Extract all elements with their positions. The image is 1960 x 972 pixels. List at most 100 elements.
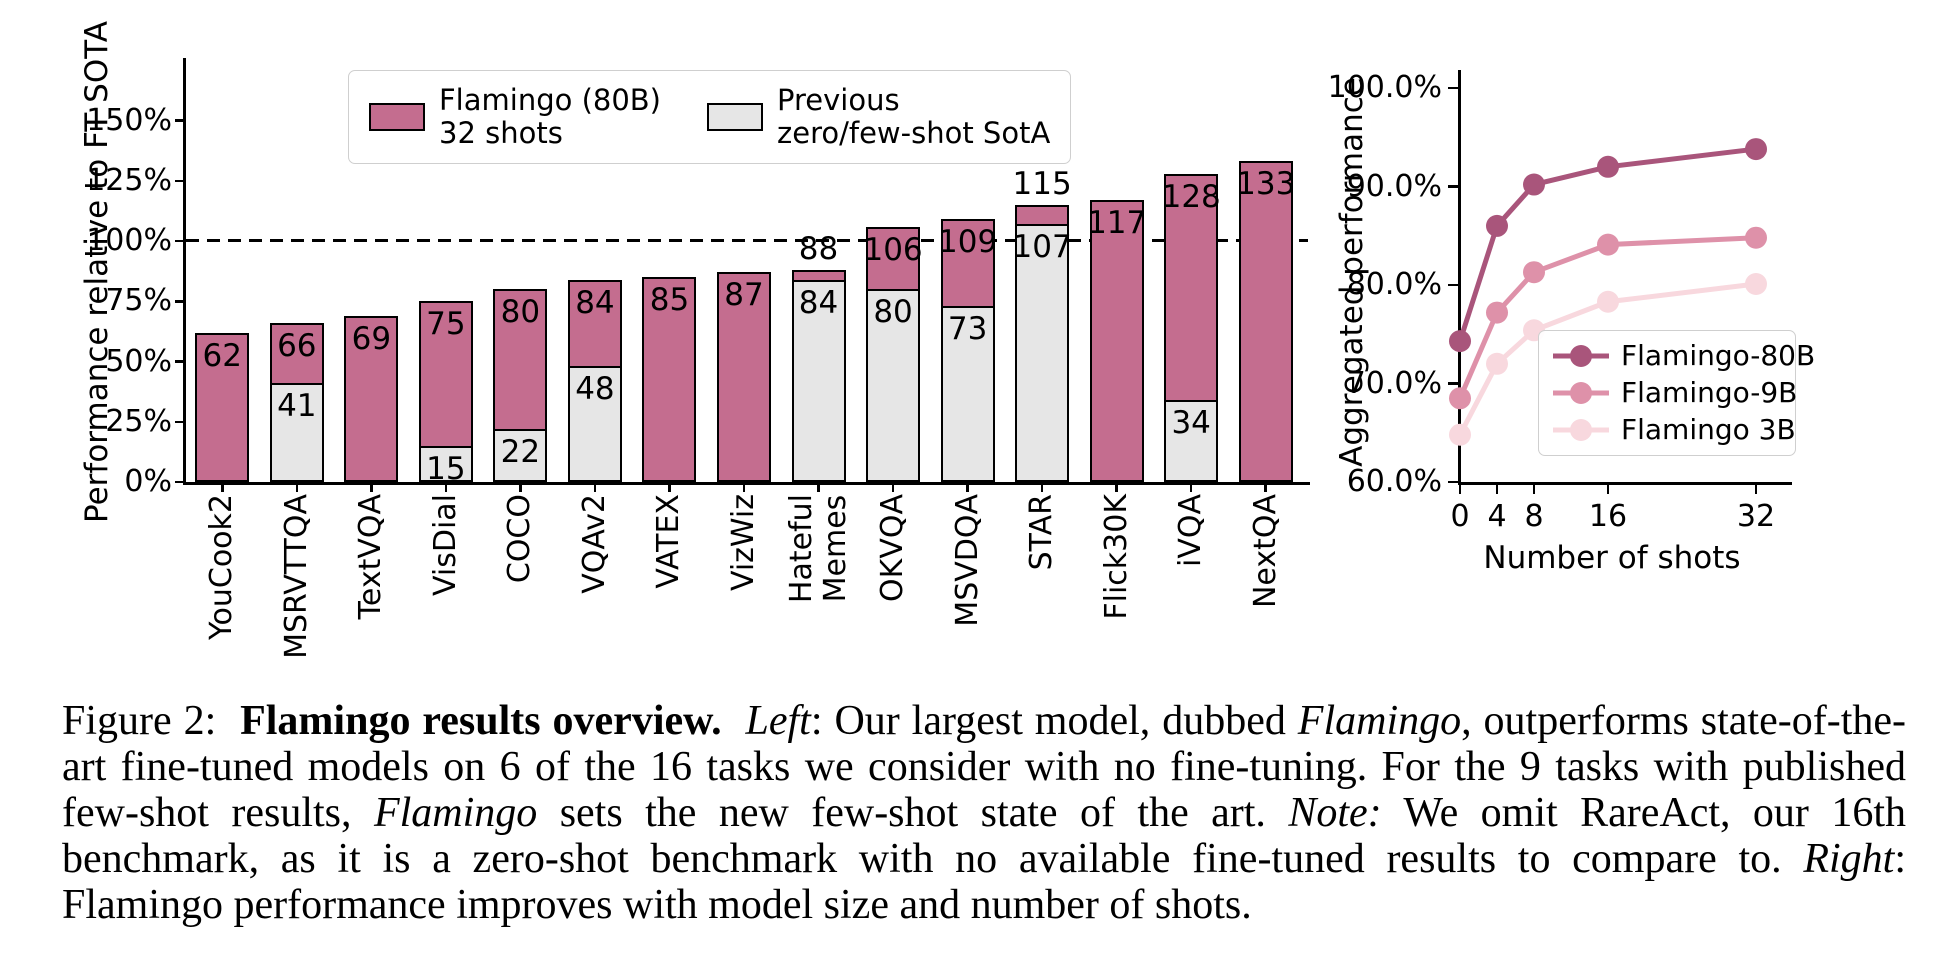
bar-value-label: 84 <box>575 284 615 321</box>
x-tick-mark <box>742 484 746 492</box>
y-tick-mark <box>175 179 183 182</box>
x-tick-label: 4 <box>1487 499 1507 534</box>
caption-segment: Right <box>1803 836 1895 882</box>
legend-item: Flamingo 3B <box>1553 413 1796 446</box>
y-tick-label: 125% <box>86 162 172 198</box>
x-tick-label: 32 <box>1736 499 1776 534</box>
bar-flamingo <box>717 272 771 482</box>
bar-flamingo <box>1089 200 1144 482</box>
caption-segment: sets the new few-shot state of the art. <box>537 790 1289 836</box>
x-tick-mark <box>593 484 597 492</box>
reference-line-100pct <box>186 239 1308 242</box>
x-tick-label-text: MSRVTTQA <box>278 494 314 659</box>
y-tick-label: 25% <box>105 403 172 439</box>
x-tick-label-text: iVQA <box>1173 494 1209 567</box>
sota-value-label: 107 <box>1012 229 1072 266</box>
bar-value-label: 117 <box>1087 205 1147 242</box>
legend-label: Previous zero/few-shot SotA <box>777 83 1051 150</box>
legend-marker <box>1553 345 1609 367</box>
y-tick-mark <box>175 480 183 484</box>
bar-flamingo <box>1238 161 1293 482</box>
x-tick-label: STAR <box>1024 494 1101 570</box>
x-tick-mark <box>1754 484 1758 494</box>
x-tick-mark <box>1532 484 1536 494</box>
x-tick-label-text: VQAv2 <box>576 494 612 594</box>
x-tick-mark <box>966 484 969 492</box>
bar-previous-sota <box>1015 224 1070 482</box>
x-axis-label: Number of shots <box>1483 540 1741 576</box>
bar-flamingo <box>642 277 697 482</box>
x-tick-mark <box>817 484 820 492</box>
caption-segment: Figure 2: <box>62 698 241 744</box>
data-point-marker <box>1449 423 1471 446</box>
line-series-plot <box>1449 138 1767 446</box>
y-axis-line <box>183 58 186 484</box>
bar-previous-sota <box>269 383 324 482</box>
caption-segment: Note: <box>1288 790 1382 836</box>
bar-value-label: 87 <box>724 277 764 314</box>
bar-previous-sota <box>567 366 622 482</box>
legend-label: Flamingo 3B <box>1621 413 1796 446</box>
legend: Flamingo (80B) 32 shots Previous zero/few… <box>348 70 1072 164</box>
x-tick-label-text: VATEX <box>651 494 687 589</box>
data-point-marker <box>1486 301 1508 324</box>
caption-segment <box>722 698 746 744</box>
y-tick-label: 90.0% <box>1346 168 1442 204</box>
y-tick-mark <box>1448 86 1458 90</box>
sota-value-label: 41 <box>277 388 317 425</box>
caption-segment: : Flamingo performance improves with mod… <box>62 836 1906 928</box>
x-tick-mark <box>1264 484 1267 492</box>
data-point-marker <box>1486 214 1508 237</box>
x-tick-mark <box>1115 484 1118 492</box>
bar-value-label: 85 <box>649 282 690 319</box>
x-tick-label: 8 <box>1524 499 1544 534</box>
data-point-marker <box>1523 261 1545 284</box>
x-tick-label-text: COCO <box>502 494 538 584</box>
bar-previous-sota <box>866 289 921 482</box>
bar-value-label: 75 <box>426 306 466 343</box>
y-tick-mark <box>175 119 183 122</box>
caption-segment: Left <box>745 698 811 744</box>
x-tick-mark <box>295 484 299 492</box>
y-tick-label: 150% <box>86 102 172 138</box>
y-tick-label: 50% <box>105 343 172 379</box>
legend-swatch <box>369 103 425 131</box>
sota-value-label: 84 <box>798 284 839 321</box>
bar-value-label: 80 <box>500 294 541 331</box>
x-tick-mark <box>1606 484 1610 494</box>
x-tick-mark <box>891 484 895 492</box>
x-tick-mark <box>370 484 373 492</box>
x-axis-line <box>183 482 1310 485</box>
x-tick-mark <box>519 484 522 492</box>
bar-value-label: 88 <box>798 230 839 267</box>
y-tick-label: 100.0% <box>1327 70 1442 105</box>
legend-swatch <box>707 103 763 131</box>
data-point-marker <box>1486 352 1508 375</box>
data-point-marker <box>1523 173 1545 196</box>
x-tick-label-text: TextVQA <box>353 494 389 620</box>
x-tick-label-text: Hateful Memes <box>783 494 853 604</box>
bar-value-label: 115 <box>1012 165 1072 202</box>
legend-label: Flamingo-80B <box>1621 339 1816 372</box>
y-tick-label: 80.0% <box>1346 267 1442 302</box>
bar-previous-sota <box>418 445 473 482</box>
sota-value-label: 15 <box>426 450 466 487</box>
data-point-marker <box>1597 290 1619 313</box>
y-tick-label: 100% <box>86 223 172 258</box>
bar-value-label: 109 <box>938 224 998 261</box>
bar-previous-sota <box>940 306 995 482</box>
data-point-marker <box>1745 273 1767 296</box>
caption-segment: Flamingo <box>373 790 538 836</box>
x-tick-mark <box>1495 484 1499 494</box>
sota-value-label: 80 <box>873 294 913 331</box>
bar-value-label: 133 <box>1236 166 1296 203</box>
caption-segment: Flamingo results overview. <box>240 698 722 744</box>
legend-item: Flamingo-9B <box>1553 377 1797 409</box>
y-tick-mark <box>175 420 183 423</box>
x-tick-label-text: NextQA <box>1247 494 1283 609</box>
x-tick-label-text: MSVDQA <box>949 494 985 627</box>
bar-previous-sota <box>791 279 846 482</box>
caption-segment: We omit RareAct, our 16th benchmark, as … <box>62 790 1906 882</box>
legend-item: Previous zero/few-shot SotA <box>707 84 1050 150</box>
